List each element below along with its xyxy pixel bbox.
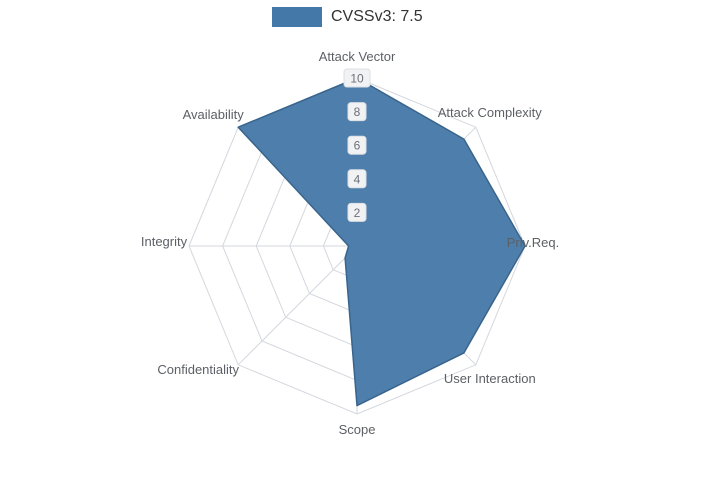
tick-label: 2 xyxy=(354,206,361,220)
tick-label-box xyxy=(347,202,367,222)
tick-label-box xyxy=(347,135,367,155)
axis-label-priv-req-: Priv.Req. xyxy=(507,235,560,250)
tick-label: 4 xyxy=(354,172,361,186)
axis-label-attack-vector: Attack Vector xyxy=(319,49,396,64)
tick-label: 10 xyxy=(350,72,364,86)
axis-label-availability: Availability xyxy=(183,107,245,122)
axis-label-scope: Scope xyxy=(339,422,376,437)
tick-label-box xyxy=(347,102,367,122)
axis-label-user-interaction: User Interaction xyxy=(444,371,536,386)
data-polygon xyxy=(237,77,526,407)
axis-label-confidentiality: Confidentiality xyxy=(157,362,239,377)
tick-label-box xyxy=(343,68,371,88)
tick-label: 6 xyxy=(354,139,361,153)
legend-swatch xyxy=(272,7,322,27)
legend-label: CVSSv3: 7.5 xyxy=(331,8,423,25)
tick-label-box xyxy=(347,169,367,189)
legend-item[interactable]: CVSSv3: 7.5 xyxy=(272,7,423,27)
tick-label: 8 xyxy=(354,105,361,119)
axis-label-attack-complexity: Attack Complexity xyxy=(438,105,543,120)
axis-label-integrity: Integrity xyxy=(141,234,188,249)
axis-spoke xyxy=(237,245,358,366)
